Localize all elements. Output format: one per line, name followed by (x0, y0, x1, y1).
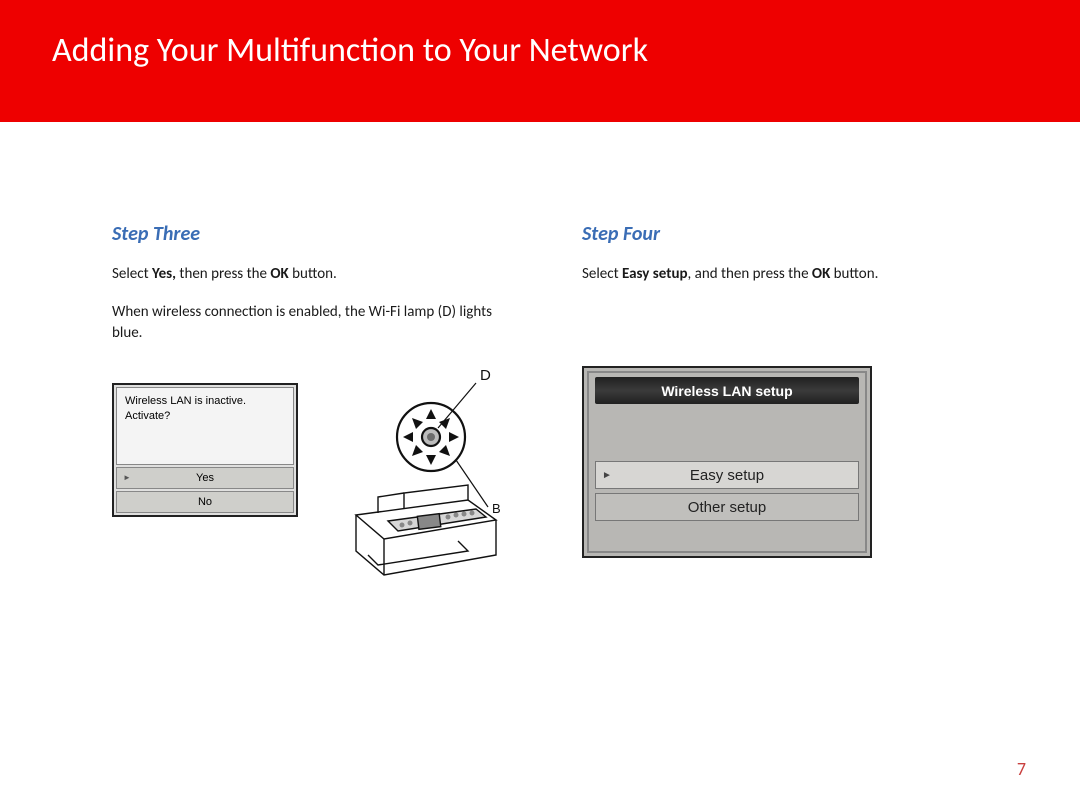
text-fragment: , and then press the (688, 265, 812, 283)
text-fragment: Select (112, 265, 152, 283)
printer-diagram: D (318, 365, 528, 583)
lcd-wireless-lan-setup: Wireless LAN setup Easy setup Other setu… (582, 366, 872, 558)
diagram-label-d: D (480, 367, 491, 384)
bold-easy-setup: Easy setup (622, 265, 688, 283)
lcd-line: Activate? (125, 410, 170, 422)
step-three-column: Step Three Select Yes, then press the OK… (112, 222, 572, 583)
diagram-label-b: B (492, 501, 501, 516)
step-three-figures: Wireless LAN is inactive. Activate? Yes … (112, 365, 572, 583)
lcd-option-easy-setup: Easy setup (595, 461, 859, 489)
page-number: 7 (1017, 758, 1026, 780)
text-fragment: button. (289, 265, 337, 283)
lcd-spacer (589, 404, 865, 459)
step-four-heading: Step Four (582, 222, 992, 246)
text-fragment: button. (830, 265, 878, 283)
lcd-prompt-message: Wireless LAN is inactive. Activate? (116, 387, 294, 465)
page-title: Adding Your Multifunction to Your Networ… (52, 30, 1080, 71)
step-three-instruction-2: When wireless connection is enabled, the… (112, 302, 492, 343)
bold-ok: OK (812, 265, 830, 283)
header-banner: Adding Your Multifunction to Your Networ… (0, 0, 1080, 122)
bold-yes: Yes, (152, 265, 176, 283)
lcd-prompt-activate: Wireless LAN is inactive. Activate? Yes … (112, 383, 298, 517)
lcd-option-yes: Yes (116, 467, 294, 489)
step-four-instruction: Select Easy setup, and then press the OK… (582, 264, 992, 284)
bold-ok: OK (270, 265, 288, 283)
lcd-title-bar: Wireless LAN setup (595, 377, 859, 404)
lcd-option-other-setup: Other setup (595, 493, 859, 521)
step-four-column: Step Four Select Easy setup, and then pr… (582, 222, 992, 583)
content-area: Step Three Select Yes, then press the OK… (0, 122, 1080, 583)
step-three-heading: Step Three (112, 222, 572, 246)
step-three-instruction-1: Select Yes, then press the OK button. (112, 264, 572, 284)
text-fragment: then press the (176, 265, 270, 283)
lcd-option-no: No (116, 491, 294, 513)
text-fragment: Select (582, 265, 622, 283)
lcd-bottom-spacer (589, 523, 865, 551)
lcd-inner: Wireless LAN setup Easy setup Other setu… (587, 371, 867, 553)
lcd-line: Wireless LAN is inactive. (125, 395, 246, 407)
